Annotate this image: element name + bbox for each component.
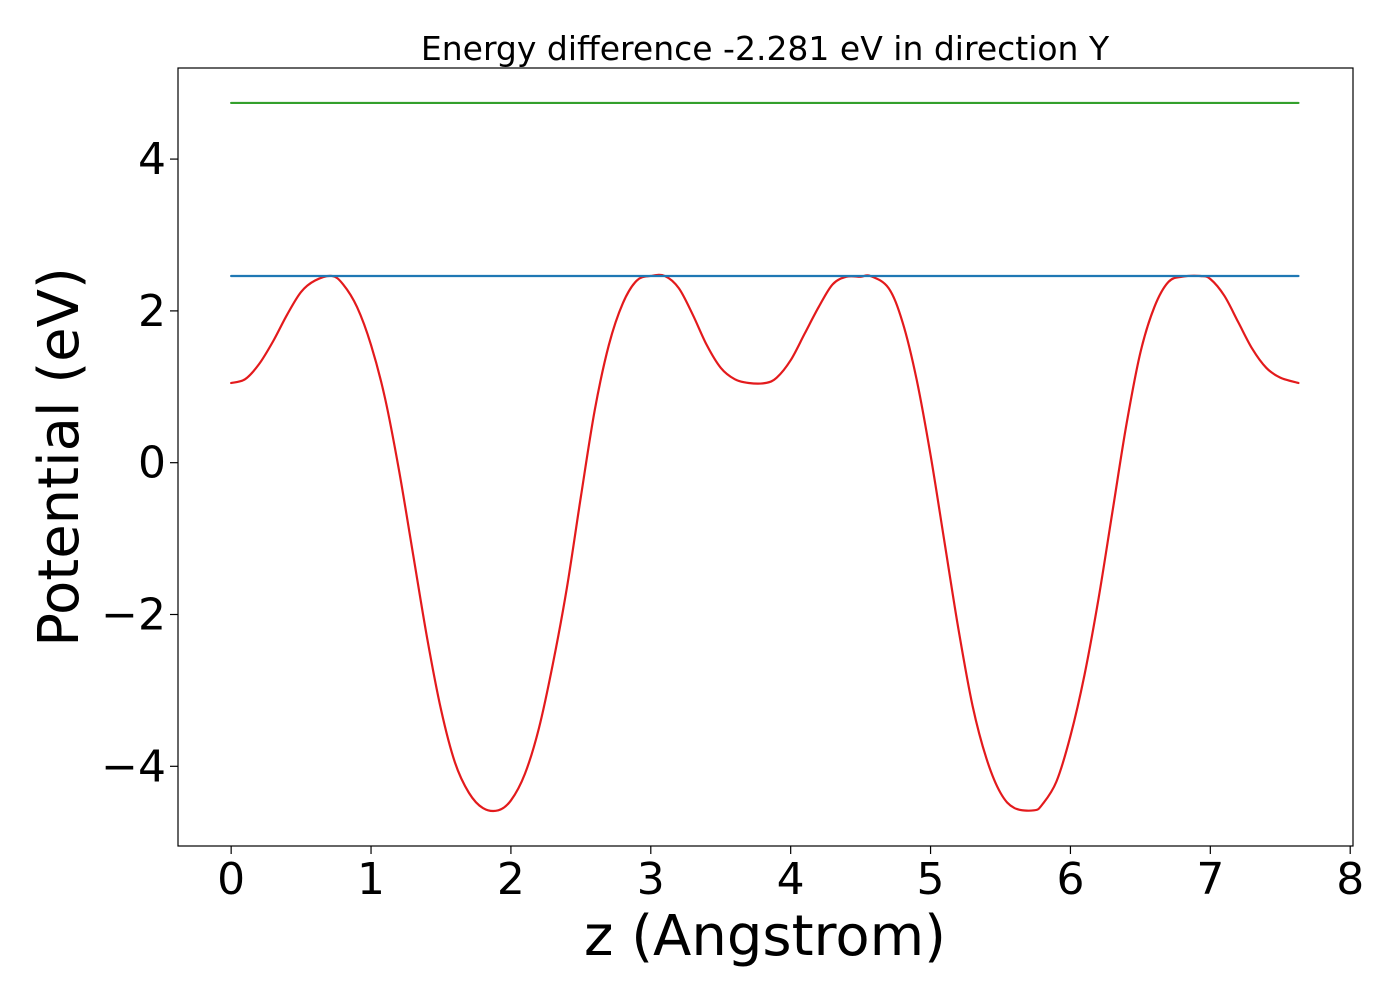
- y-tick-label: −4: [101, 741, 166, 792]
- x-tick-label: 3: [637, 854, 665, 905]
- x-tick-label: 1: [357, 854, 385, 905]
- y-tick-label: −2: [101, 589, 166, 640]
- x-tick-label: 4: [777, 854, 805, 905]
- y-tick-label: 0: [138, 438, 166, 489]
- x-axis-label: z (Angstrom): [584, 904, 946, 969]
- chart-title: Energy difference -2.281 eV in direction…: [421, 29, 1110, 68]
- y-tick-label: 2: [138, 286, 166, 337]
- plot-frame: [177, 67, 1354, 847]
- x-tick-label: 6: [1056, 854, 1084, 905]
- x-tick-label: 2: [497, 854, 525, 905]
- series-line-1: [230, 273, 1300, 813]
- y-axis-label: Potential (eV): [27, 267, 92, 647]
- x-tick-label: 8: [1336, 854, 1364, 905]
- x-tick-label: 0: [217, 854, 245, 905]
- y-tick-label: 4: [138, 134, 166, 185]
- series-layer: [230, 101, 1300, 813]
- x-tick-label: 5: [917, 854, 945, 905]
- x-tick-label: 7: [1196, 854, 1224, 905]
- ticks-layer: 0 1 2 3 4 5 6 7 8 −4 −2 0 2 4: [101, 134, 1364, 905]
